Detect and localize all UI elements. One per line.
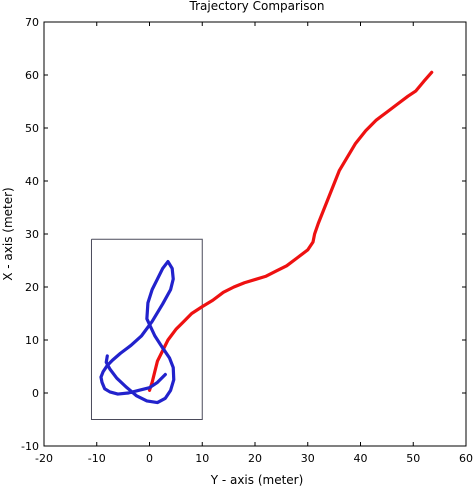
- x-tick-label: 0: [146, 452, 153, 465]
- y-axis-ticks: -10 0 10 20 30 40 50 60 70: [21, 16, 466, 453]
- x-tick-label: 10: [195, 452, 209, 465]
- x-tick-label: 30: [301, 452, 315, 465]
- chart-title: Trajectory Comparison: [189, 0, 325, 13]
- y-tick-label: 40: [25, 175, 39, 188]
- y-tick-label: 60: [25, 69, 39, 82]
- boundary-outline: [90, 238, 203, 420]
- series-line-1: [147, 70, 434, 392]
- x-axis-label: Y - axis (meter): [210, 473, 304, 487]
- plot-area: [43, 21, 467, 447]
- plot-frame: [43, 21, 467, 447]
- x-axis-ticks: -20 -10 0 10 20 30 40 50 60: [35, 22, 473, 465]
- y-tick-label: -10: [21, 440, 39, 453]
- y-tick-label: 30: [25, 228, 39, 241]
- x-tick-label: 20: [248, 452, 262, 465]
- y-tick-label: 50: [25, 122, 39, 135]
- x-tick-label: 60: [459, 452, 473, 465]
- y-tick-label: 20: [25, 281, 39, 294]
- y-tick-label: 10: [25, 334, 39, 347]
- x-tick-label: 50: [406, 452, 420, 465]
- x-tick-label: -20: [35, 452, 53, 465]
- x-tick-label: 40: [354, 452, 368, 465]
- y-tick-label: 70: [25, 16, 39, 29]
- x-tick-label: -10: [88, 452, 106, 465]
- y-axis-label: X - axis (meter): [1, 187, 15, 281]
- y-tick-label: 0: [32, 387, 39, 400]
- series-line-2: [99, 259, 176, 405]
